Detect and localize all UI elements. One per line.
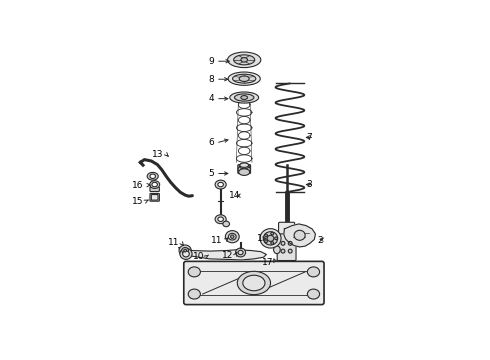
- Ellipse shape: [215, 215, 226, 224]
- Ellipse shape: [234, 55, 255, 65]
- Ellipse shape: [183, 251, 189, 257]
- Text: 4: 4: [208, 94, 214, 103]
- Ellipse shape: [263, 232, 278, 245]
- Ellipse shape: [231, 235, 234, 238]
- Text: 11: 11: [168, 238, 179, 247]
- Ellipse shape: [267, 235, 274, 242]
- Ellipse shape: [179, 245, 191, 256]
- Text: 9: 9: [208, 57, 214, 66]
- Ellipse shape: [238, 165, 250, 174]
- Ellipse shape: [240, 163, 248, 167]
- Ellipse shape: [243, 275, 265, 291]
- FancyBboxPatch shape: [150, 187, 159, 192]
- Ellipse shape: [260, 229, 281, 248]
- Text: 2: 2: [318, 235, 323, 244]
- Ellipse shape: [233, 74, 256, 83]
- FancyBboxPatch shape: [184, 261, 324, 305]
- FancyBboxPatch shape: [279, 222, 294, 258]
- Ellipse shape: [218, 183, 223, 187]
- FancyBboxPatch shape: [151, 194, 158, 200]
- Ellipse shape: [228, 233, 236, 240]
- Text: 8: 8: [208, 75, 214, 84]
- Ellipse shape: [215, 180, 226, 189]
- Ellipse shape: [149, 181, 160, 188]
- Ellipse shape: [188, 289, 200, 299]
- Ellipse shape: [236, 248, 245, 257]
- Text: 14: 14: [229, 191, 240, 200]
- Ellipse shape: [188, 267, 200, 277]
- Ellipse shape: [237, 271, 270, 294]
- Ellipse shape: [235, 94, 254, 101]
- Ellipse shape: [273, 246, 280, 253]
- Ellipse shape: [218, 217, 223, 221]
- Ellipse shape: [241, 58, 247, 62]
- Ellipse shape: [294, 230, 305, 240]
- Ellipse shape: [288, 249, 292, 253]
- FancyBboxPatch shape: [150, 193, 159, 201]
- Ellipse shape: [223, 221, 229, 227]
- FancyBboxPatch shape: [238, 165, 250, 174]
- Ellipse shape: [307, 289, 319, 299]
- Text: 7: 7: [306, 133, 312, 142]
- Ellipse shape: [265, 240, 268, 243]
- Text: 12: 12: [222, 251, 233, 260]
- Ellipse shape: [239, 76, 249, 81]
- FancyBboxPatch shape: [277, 234, 296, 261]
- Ellipse shape: [150, 174, 155, 179]
- Text: 16: 16: [132, 181, 144, 190]
- Ellipse shape: [281, 249, 285, 253]
- Ellipse shape: [288, 242, 292, 245]
- Text: 1: 1: [256, 234, 262, 243]
- Text: 3: 3: [306, 180, 312, 189]
- Text: 11: 11: [211, 236, 223, 245]
- Ellipse shape: [271, 232, 273, 235]
- Ellipse shape: [241, 96, 247, 99]
- Ellipse shape: [275, 237, 277, 240]
- Ellipse shape: [184, 249, 187, 252]
- Ellipse shape: [307, 267, 319, 277]
- Ellipse shape: [182, 247, 189, 253]
- Ellipse shape: [225, 231, 239, 243]
- Text: 15: 15: [132, 197, 144, 206]
- Ellipse shape: [239, 163, 249, 169]
- Ellipse shape: [238, 250, 243, 255]
- Ellipse shape: [152, 183, 157, 187]
- Ellipse shape: [230, 92, 259, 103]
- Text: 10: 10: [193, 252, 204, 261]
- Ellipse shape: [281, 242, 285, 245]
- Ellipse shape: [271, 242, 273, 244]
- Text: 13: 13: [152, 150, 164, 158]
- Ellipse shape: [180, 248, 192, 260]
- Ellipse shape: [227, 52, 261, 68]
- Text: 6: 6: [208, 139, 214, 148]
- Ellipse shape: [147, 172, 158, 180]
- Ellipse shape: [239, 169, 250, 175]
- Ellipse shape: [228, 72, 260, 85]
- Text: 5: 5: [208, 169, 214, 178]
- Polygon shape: [179, 248, 267, 260]
- Polygon shape: [284, 224, 316, 247]
- Text: 17: 17: [262, 258, 273, 267]
- Ellipse shape: [265, 234, 268, 237]
